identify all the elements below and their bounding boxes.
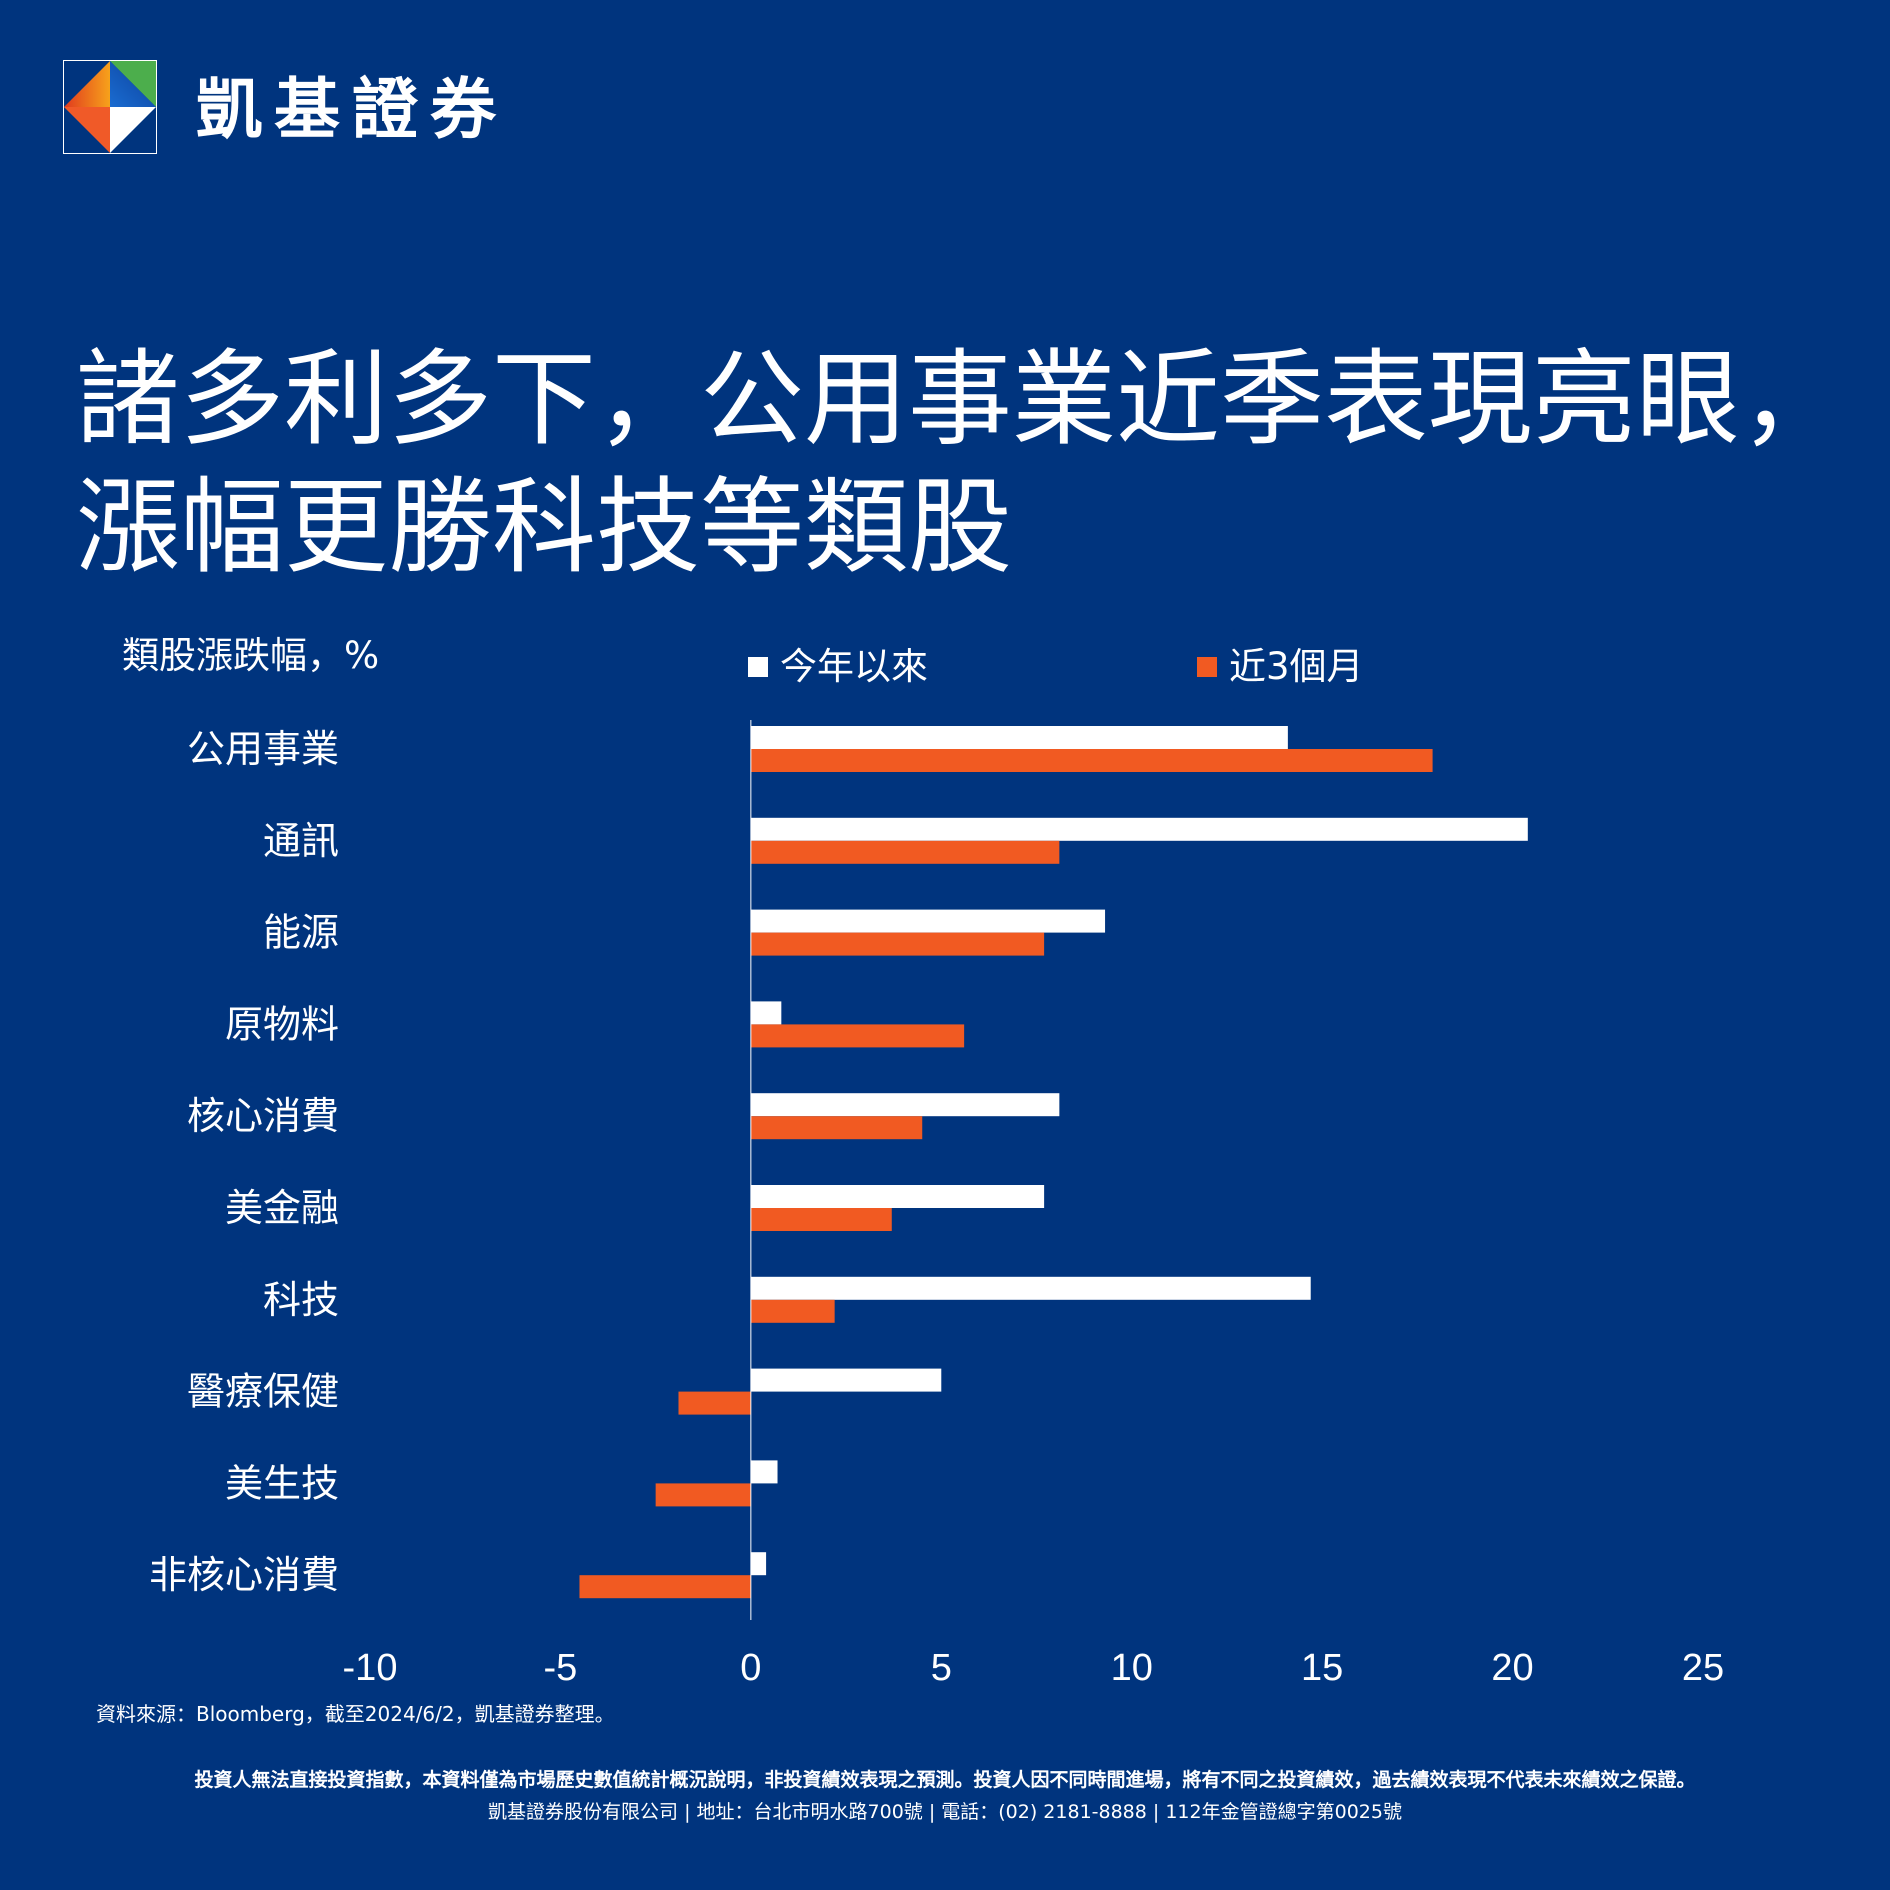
x-tick-label: 25 [1682,1647,1724,1689]
bar-ytd [750,1552,767,1576]
x-tick-label: 5 [931,1647,952,1689]
bar-3m [750,840,1060,864]
company-info: 凱基證券股份有限公司 | 地址：台北市明水路700號 | 電話：(02) 218… [488,1801,1402,1823]
brand-name: 凱基證券 [196,71,508,148]
bar-3m [678,1391,751,1415]
category-label: 核心消費 [187,1094,339,1138]
bar-ytd [750,817,1528,841]
x-tick-label: 15 [1301,1647,1343,1689]
bar-3m [579,1575,751,1599]
legend-item-3m: 近3個月 [1197,643,1364,691]
bar-ytd [750,1460,778,1484]
x-tick-label: 0 [740,1647,761,1689]
category-label: 科技 [263,1278,339,1322]
bar-ytd [750,1093,1060,1117]
x-tick-label: -10 [343,1647,398,1689]
bar-3m [655,1483,751,1507]
bar-ytd [750,1185,1045,1208]
category-label: 美金融 [225,1186,339,1230]
page-title: 諸多利多下，公用事業近季表現亮眼， 漲幅更勝科技等類股 [76,335,1876,591]
source-note: 資料來源：Bloomberg，截至2024/6/2，凱基證券整理。 [96,1702,615,1726]
category-label: 能源 [263,911,339,955]
disclaimer-text: 投資人無法直接投資指數，本資料僅為市場歷史數值統計概況說明，非投資績效表現之預測… [194,1769,1696,1791]
x-tick-label: 20 [1491,1647,1533,1689]
chart-unit-label: 類股漲跌幅，% [122,634,380,677]
category-label: 原物料 [225,1002,339,1046]
bar-ytd [750,909,1106,933]
bar-3m [750,932,1045,956]
bar-3m [750,1299,835,1323]
bar-ytd [750,1001,782,1025]
legend-swatch-3m [1197,657,1217,677]
bar-3m [750,1116,923,1140]
x-tick-label: -5 [544,1647,578,1689]
legend-swatch-ytd [748,657,768,677]
category-label: 非核心消費 [149,1553,339,1597]
legend-label-3m: 近3個月 [1229,645,1364,688]
legend-label-ytd: 今年以來 [780,645,928,688]
category-label: 美生技 [225,1461,339,1505]
title-line-2: 漲幅更勝科技等類股 [76,466,1013,588]
bar-ytd [750,1368,942,1392]
title-line-1: 諸多利多下，公用事業近季表現亮眼， [76,338,1845,460]
bar-ytd [750,1276,1311,1300]
brand-logo-icon [63,60,157,154]
bar-3m [750,1208,892,1231]
category-label: 醫療保健 [187,1370,339,1414]
category-label: 通訊 [263,819,339,863]
x-tick-label: 10 [1111,1647,1153,1689]
bar-ytd [750,726,1288,749]
bar-3m [750,749,1433,772]
bar-3m [750,1024,965,1048]
category-label: 公用事業 [187,727,339,771]
legend-item-ytd: 今年以來 [748,643,928,691]
